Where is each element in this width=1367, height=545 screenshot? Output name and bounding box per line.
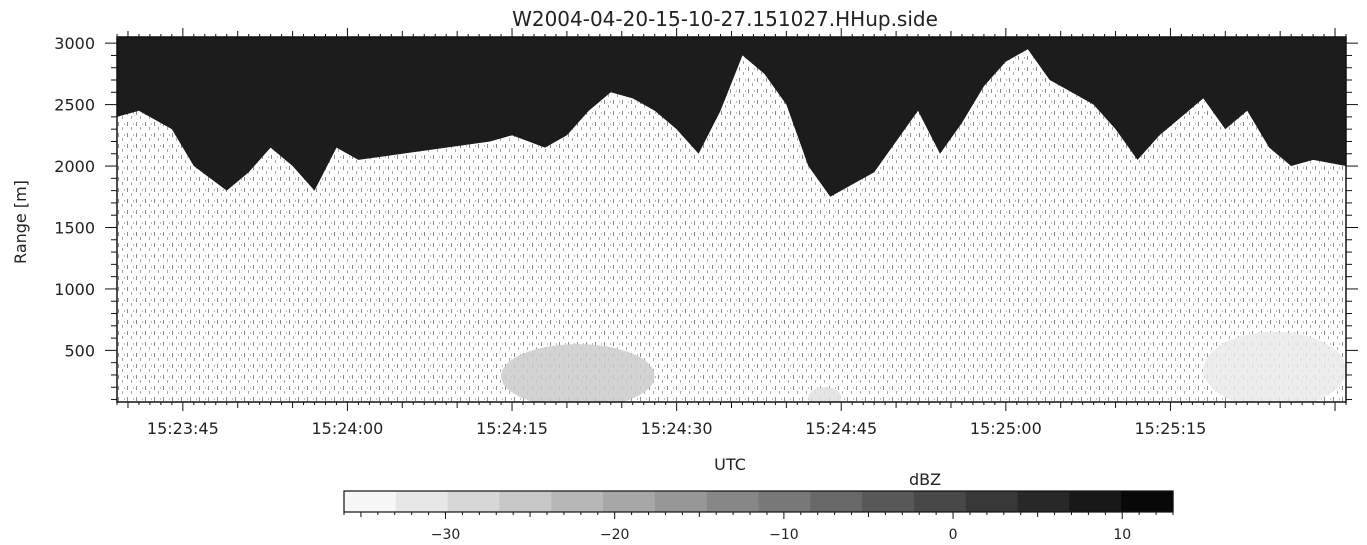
colorbar-segment bbox=[862, 491, 915, 512]
colorbar-segment bbox=[1017, 491, 1070, 512]
colorbar-tick-label: −10 bbox=[769, 527, 799, 543]
colorbar-segment bbox=[810, 491, 863, 512]
x-tick-label: 15:24:45 bbox=[805, 419, 877, 438]
colorbar bbox=[344, 491, 1174, 512]
y-axis-label: Range [m] bbox=[11, 180, 30, 264]
colorbar-segment bbox=[395, 491, 449, 512]
low-echo-patch bbox=[501, 344, 655, 402]
y-tick-label: 1500 bbox=[54, 218, 95, 237]
x-tick-label: 15:24:30 bbox=[641, 419, 713, 438]
colorbar-tick-label: 0 bbox=[949, 527, 958, 543]
radar-plot bbox=[117, 37, 1346, 402]
colorbar-frame bbox=[343, 490, 1174, 513]
x-axis: 15:23:45 15:24:00 15:24:15 15:24:30 15:24:45… bbox=[116, 28, 1347, 438]
y-axis: 500 1000 1500 2000 2500 3000 bbox=[54, 34, 1358, 401]
colorbar-segment bbox=[551, 491, 604, 512]
low-echo-layer bbox=[501, 331, 1346, 402]
x-tick-label: 15:25:00 bbox=[970, 419, 1042, 438]
x-tick-label: 15:24:15 bbox=[476, 419, 548, 438]
x-tick-label: 15:25:15 bbox=[1134, 419, 1206, 438]
colorbar-axis: −30 −20 −10 0 10 bbox=[343, 512, 1174, 543]
colorbar-tick-label: 10 bbox=[1113, 527, 1131, 543]
chart-title: W2004-04-20-15-10-27.151027.HHup.side bbox=[512, 7, 938, 31]
colorbar-segment bbox=[706, 491, 760, 512]
colorbar-segment bbox=[913, 491, 967, 512]
colorbar-segment bbox=[499, 491, 552, 512]
colorbar-segment bbox=[965, 491, 1019, 512]
cloud-echo-region bbox=[117, 37, 1346, 197]
colorbar-segment bbox=[758, 491, 811, 512]
low-echo-patch bbox=[808, 387, 842, 402]
colorbar-segment bbox=[447, 491, 501, 512]
colorbar-segment bbox=[344, 491, 397, 512]
y-tick-label: 2000 bbox=[54, 157, 95, 176]
y-tick-label: 500 bbox=[64, 341, 95, 360]
colorbar-label: dBZ bbox=[909, 470, 941, 489]
y-tick-label: 2500 bbox=[54, 96, 95, 115]
y-tick-label: 1000 bbox=[54, 280, 95, 299]
colorbar-segment bbox=[603, 491, 656, 512]
colorbar-segment bbox=[654, 491, 708, 512]
colorbar-tick-label: −30 bbox=[431, 527, 461, 543]
x-axis-label: UTC bbox=[714, 455, 746, 474]
colorbar-tick-label: −20 bbox=[600, 527, 630, 543]
x-tick-label: 15:23:45 bbox=[147, 419, 219, 438]
colorbar-segment bbox=[1069, 491, 1122, 512]
low-echo-patch bbox=[1203, 331, 1346, 402]
x-tick-label: 15:24:00 bbox=[312, 419, 384, 438]
colorbar-segment bbox=[1121, 491, 1174, 512]
y-tick-label: 3000 bbox=[54, 34, 95, 53]
